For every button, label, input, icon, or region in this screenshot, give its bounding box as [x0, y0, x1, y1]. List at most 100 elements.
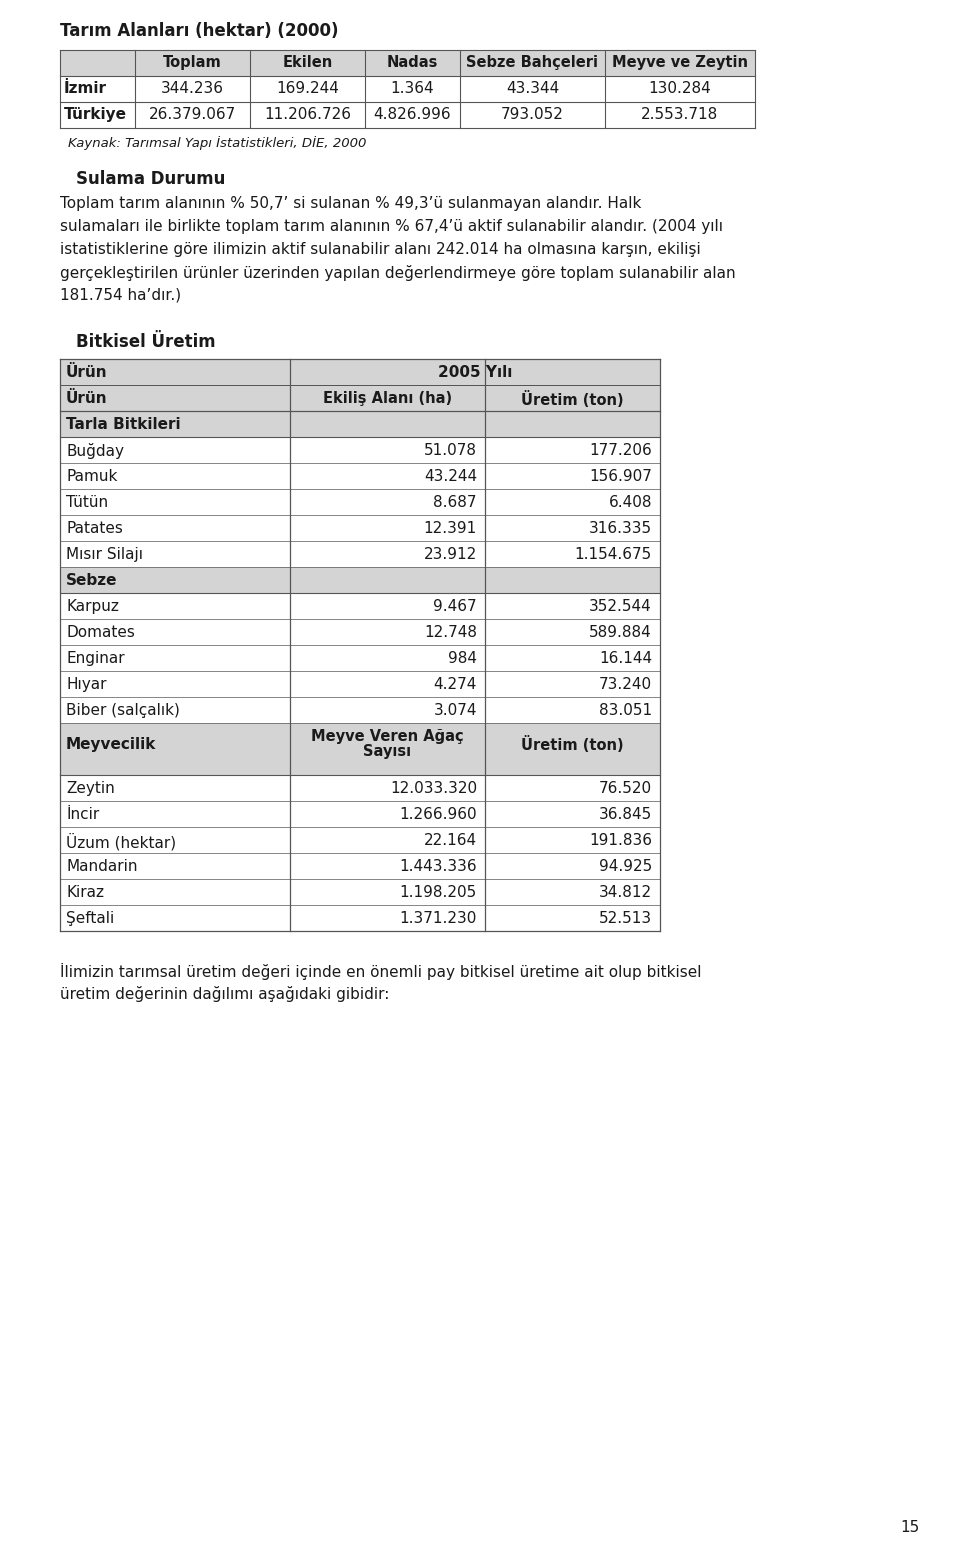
Bar: [60, 775, 660, 801]
Bar: [60, 880, 660, 906]
Text: Toplam tarım alanının % 50,7’ si sulanan % 49,3’ü sulanmayan alandır. Halk: Toplam tarım alanının % 50,7’ si sulanan…: [60, 196, 641, 211]
Text: Enginar: Enginar: [66, 651, 125, 667]
Text: Hıyar: Hıyar: [66, 677, 107, 691]
Text: İlimizin tarımsal üretim değeri içinde en önemli pay bitkisel üretime ait olup b: İlimizin tarımsal üretim değeri içinde e…: [60, 963, 702, 980]
Text: 52.513: 52.513: [599, 910, 652, 926]
Text: Sayısı: Sayısı: [364, 744, 412, 759]
Text: 2005 Yılı: 2005 Yılı: [438, 366, 513, 380]
Text: 1.154.675: 1.154.675: [575, 548, 652, 562]
Text: 191.836: 191.836: [589, 833, 652, 849]
Text: 130.284: 130.284: [649, 80, 711, 96]
Text: Tütün: Tütün: [66, 495, 108, 511]
Bar: [60, 827, 660, 853]
Bar: [60, 671, 660, 697]
Text: Domates: Domates: [66, 625, 134, 640]
Text: 76.520: 76.520: [599, 781, 652, 796]
Bar: [60, 724, 660, 775]
Text: Türkiye: Türkiye: [64, 106, 127, 122]
Bar: [60, 386, 660, 410]
Text: 23.912: 23.912: [423, 548, 477, 562]
Text: 316.335: 316.335: [588, 522, 652, 535]
Text: 6.408: 6.408: [609, 495, 652, 511]
Text: Tarım Alanları (hektar) (2000): Tarım Alanları (hektar) (2000): [60, 22, 339, 40]
Text: Sebze: Sebze: [66, 572, 117, 588]
Text: 51.078: 51.078: [424, 443, 477, 458]
Text: 793.052: 793.052: [501, 106, 564, 122]
Text: Zeytin: Zeytin: [66, 781, 115, 796]
Text: 169.244: 169.244: [276, 80, 339, 96]
Text: 15: 15: [900, 1520, 920, 1535]
Bar: [60, 906, 660, 930]
Bar: [60, 102, 755, 128]
Text: 2.553.718: 2.553.718: [641, 106, 719, 122]
Bar: [60, 853, 660, 880]
Bar: [60, 697, 660, 724]
Text: İzmir: İzmir: [64, 80, 107, 96]
Text: Karpuz: Karpuz: [66, 599, 119, 614]
Text: 22.164: 22.164: [424, 833, 477, 849]
Text: 16.144: 16.144: [599, 651, 652, 667]
Text: 8.687: 8.687: [434, 495, 477, 511]
Text: 4.274: 4.274: [434, 677, 477, 691]
Text: Üretim (ton): Üretim (ton): [521, 390, 624, 407]
Text: 12.033.320: 12.033.320: [390, 781, 477, 796]
Text: 73.240: 73.240: [599, 677, 652, 691]
Bar: [60, 801, 660, 827]
Text: 1.364: 1.364: [391, 80, 434, 96]
Bar: [60, 619, 660, 645]
Bar: [60, 645, 660, 671]
Text: Biber (salçalık): Biber (salçalık): [66, 704, 180, 717]
Text: 83.051: 83.051: [599, 704, 652, 717]
Text: Patates: Patates: [66, 522, 123, 535]
Text: Ürün: Ürün: [66, 390, 108, 406]
Text: sulamaları ile birlikte toplam tarım alanının % 67,4’ü aktif sulanabilir alandır: sulamaları ile birlikte toplam tarım ala…: [60, 219, 723, 235]
Text: Meyve ve Zeytin: Meyve ve Zeytin: [612, 56, 748, 69]
Text: Pamuk: Pamuk: [66, 469, 117, 485]
Bar: [60, 437, 660, 463]
Text: 177.206: 177.206: [589, 443, 652, 458]
Text: Üretim (ton): Üretim (ton): [521, 736, 624, 753]
Text: Sebze Bahçeleri: Sebze Bahçeleri: [467, 56, 598, 69]
Text: 3.074: 3.074: [434, 704, 477, 717]
Text: 352.544: 352.544: [589, 599, 652, 614]
Text: 36.845: 36.845: [599, 807, 652, 822]
Text: Üzum (hektar): Üzum (hektar): [66, 833, 176, 850]
Text: 181.754 ha’dır.): 181.754 ha’dır.): [60, 289, 181, 302]
Bar: [60, 76, 755, 102]
Text: Kaynak: Tarımsal Yapı İstatistikleri, DİE, 2000: Kaynak: Tarımsal Yapı İstatistikleri, Dİ…: [68, 136, 367, 150]
Text: 4.826.996: 4.826.996: [373, 106, 451, 122]
Text: 1.443.336: 1.443.336: [399, 859, 477, 873]
Text: gerçekleştirilen ürünler üzerinden yapılan değerlendirmeye göre toplam sulanabil: gerçekleştirilen ürünler üzerinden yapıl…: [60, 265, 735, 281]
Text: 43.244: 43.244: [424, 469, 477, 485]
Text: 94.925: 94.925: [599, 859, 652, 873]
Text: 26.379.067: 26.379.067: [149, 106, 236, 122]
Text: Ekiliş Alanı (ha): Ekiliş Alanı (ha): [323, 390, 452, 406]
Text: Şeftali: Şeftali: [66, 910, 114, 926]
Text: Bitkisel Üretim: Bitkisel Üretim: [76, 333, 216, 350]
Bar: [60, 463, 660, 489]
Text: istatistiklerine göre ilimizin aktif sulanabilir alanı 242.014 ha olmasına karşı: istatistiklerine göre ilimizin aktif sul…: [60, 242, 701, 258]
Bar: [60, 489, 660, 515]
Text: 9.467: 9.467: [433, 599, 477, 614]
Bar: [60, 566, 660, 593]
Text: 1.266.960: 1.266.960: [399, 807, 477, 822]
Text: 11.206.726: 11.206.726: [264, 106, 351, 122]
Bar: [60, 593, 660, 619]
Text: Ürün: Ürün: [66, 366, 108, 380]
Text: Mısır Silajı: Mısır Silajı: [66, 548, 143, 562]
Text: 344.236: 344.236: [161, 80, 224, 96]
Text: 156.907: 156.907: [589, 469, 652, 485]
Text: Buğday: Buğday: [66, 443, 124, 458]
Bar: [60, 410, 660, 437]
Text: Ekilen: Ekilen: [282, 56, 332, 69]
Text: 34.812: 34.812: [599, 886, 652, 900]
Text: 1.198.205: 1.198.205: [399, 886, 477, 900]
Text: Meyvecilik: Meyvecilik: [66, 736, 156, 751]
Text: Meyve Veren Ağaç: Meyve Veren Ağaç: [311, 728, 464, 744]
Text: üretim değerinin dağılımı aşağıdaki gibidir:: üretim değerinin dağılımı aşağıdaki gibi…: [60, 986, 390, 1001]
Text: 589.884: 589.884: [589, 625, 652, 640]
Text: Kiraz: Kiraz: [66, 886, 104, 900]
Text: 984: 984: [448, 651, 477, 667]
Text: 12.748: 12.748: [424, 625, 477, 640]
Text: 1.371.230: 1.371.230: [399, 910, 477, 926]
